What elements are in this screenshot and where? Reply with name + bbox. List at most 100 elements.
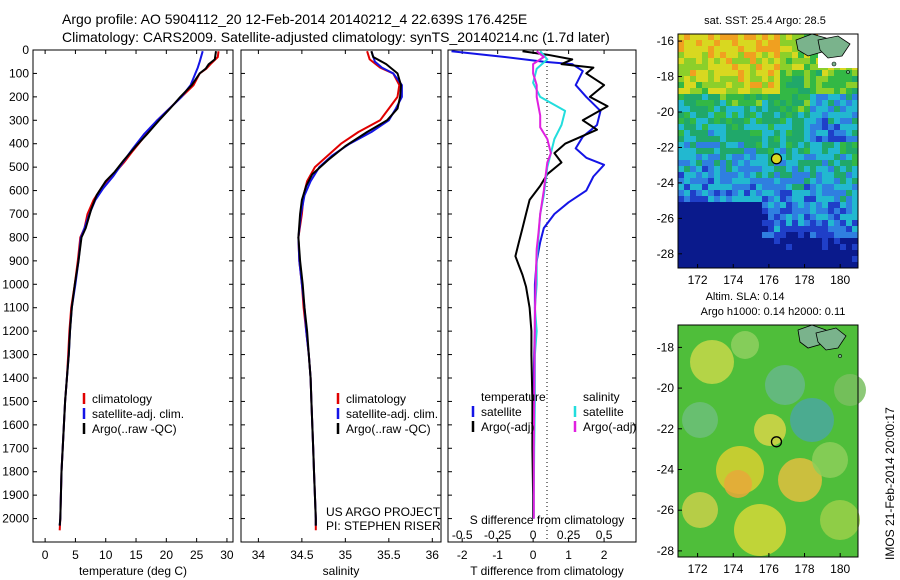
sst-cell — [720, 82, 726, 88]
sst-cell — [750, 256, 756, 262]
sst-cell — [738, 184, 744, 190]
sst-cell — [696, 190, 702, 196]
sst-cell — [774, 46, 780, 52]
sst-cell — [786, 226, 792, 232]
sst-cell — [708, 130, 714, 136]
lat-tick-label: -26 — [657, 211, 675, 225]
sst-cell — [720, 46, 726, 52]
sst-cell — [786, 136, 792, 142]
sst-cell — [684, 196, 690, 202]
sst-cell — [846, 178, 852, 184]
sst-cell — [810, 88, 816, 94]
lat-tick-label: -26 — [657, 503, 675, 517]
sst-cell — [762, 100, 768, 106]
sst-cell — [690, 256, 696, 262]
sst-cell — [684, 226, 690, 232]
x-tick-label: 20 — [160, 548, 174, 562]
sst-cell — [786, 160, 792, 166]
sst-cell — [810, 232, 816, 238]
sst-cell — [810, 226, 816, 232]
sst-cell — [714, 88, 720, 94]
sst-cell — [840, 112, 846, 118]
sst-cell — [732, 238, 738, 244]
sst-cell — [750, 238, 756, 244]
sst-cell — [774, 220, 780, 226]
lon-tick-label: 180 — [830, 562, 850, 576]
sst-cell — [798, 112, 804, 118]
sst-cell — [822, 124, 828, 130]
sst-cell — [684, 88, 690, 94]
sst-cell — [846, 202, 852, 208]
sst-cell — [852, 220, 858, 226]
sst-cell — [810, 220, 816, 226]
sst-cell — [822, 190, 828, 196]
sst-cell — [780, 184, 786, 190]
sst-cell — [732, 178, 738, 184]
sst-cell — [786, 142, 792, 148]
sst-cell — [852, 94, 858, 100]
sst-cell — [756, 250, 762, 256]
sst-cell — [678, 238, 684, 244]
sst-cell — [702, 184, 708, 190]
sst-cell — [738, 232, 744, 238]
sst-cell — [768, 58, 774, 64]
sst-cell — [744, 46, 750, 52]
sst-cell — [738, 112, 744, 118]
sst-cell — [804, 130, 810, 136]
sst-cell — [780, 106, 786, 112]
sst-cell — [834, 190, 840, 196]
sla-map-frame — [677, 324, 859, 558]
sst-cell — [762, 70, 768, 76]
sst-cell — [768, 184, 774, 190]
sst-cell — [678, 256, 684, 262]
sst-cell — [678, 184, 684, 190]
sst-cell — [804, 238, 810, 244]
sst-cell — [822, 184, 828, 190]
sst-cell — [702, 262, 708, 268]
sst-cell — [810, 202, 816, 208]
sst-cell — [756, 106, 762, 112]
sst-cell — [774, 172, 780, 178]
sst-cell — [774, 124, 780, 130]
lon-tick-label: 176 — [759, 562, 779, 576]
lat-tick-label: -28 — [657, 544, 675, 558]
sst-cell — [756, 142, 762, 148]
sst-cell — [696, 196, 702, 202]
sst-cell — [762, 142, 768, 148]
sst-cell — [732, 94, 738, 100]
sst-cell — [738, 262, 744, 268]
sst-cell — [822, 220, 828, 226]
sst-cell — [810, 154, 816, 160]
sst-cell — [708, 214, 714, 220]
sst-cell — [726, 70, 732, 76]
sst-cell — [828, 76, 834, 82]
sst-cell — [762, 160, 768, 166]
sst-cell — [804, 88, 810, 94]
sst-cell — [756, 178, 762, 184]
sst-cell — [732, 196, 738, 202]
sst-cell — [678, 142, 684, 148]
lat-tick-label: -20 — [657, 105, 675, 119]
sst-cell — [822, 226, 828, 232]
depth-tick-label: 1100 — [3, 301, 29, 315]
sst-cell — [792, 94, 798, 100]
sst-cell — [846, 100, 852, 106]
sst-cell — [738, 88, 744, 94]
sst-cell — [696, 256, 702, 262]
sst-cell — [696, 118, 702, 124]
sst-cell — [816, 112, 822, 118]
sst-cell — [720, 142, 726, 148]
x-tick-label: 1 — [565, 548, 572, 562]
sst-cell — [756, 256, 762, 262]
sst-cell — [678, 40, 684, 46]
sst-cell — [822, 76, 828, 82]
sst-cell — [720, 226, 726, 232]
sst-cell — [798, 124, 804, 130]
sst-cell — [702, 238, 708, 244]
sst-cell — [834, 256, 840, 262]
sst-cell — [810, 190, 816, 196]
sst-cell — [798, 106, 804, 112]
sst-cell — [822, 244, 828, 250]
sst-cell — [750, 136, 756, 142]
sst-cell — [714, 196, 720, 202]
